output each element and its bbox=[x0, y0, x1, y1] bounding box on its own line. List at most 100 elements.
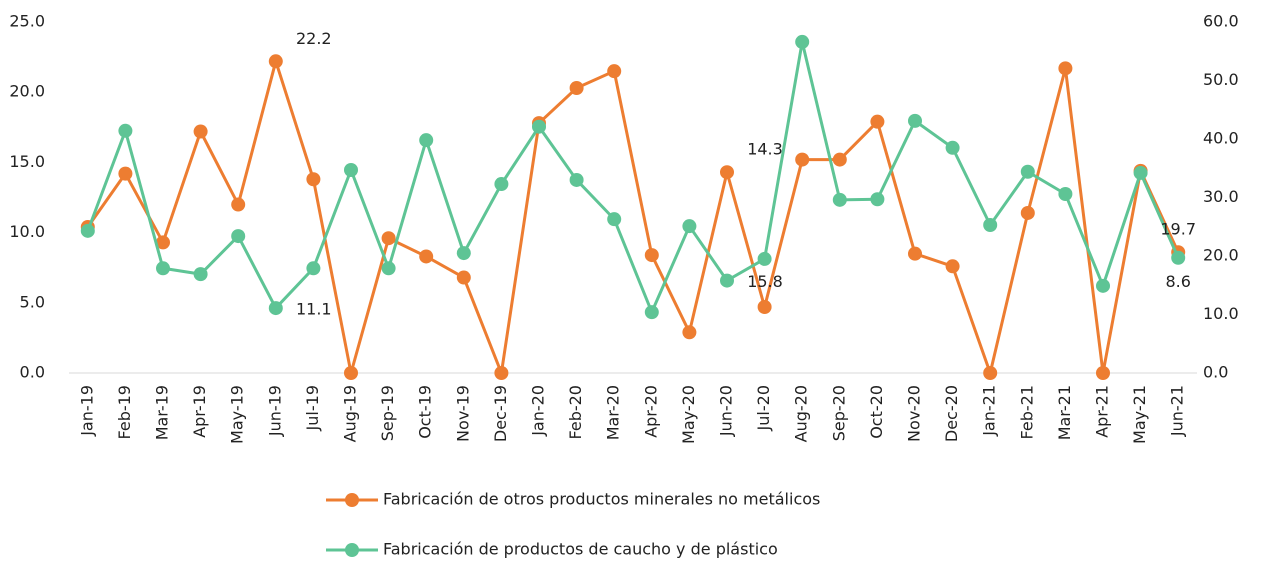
point bbox=[1020, 164, 1035, 179]
x-tick-label: Apr-21 bbox=[1093, 385, 1112, 438]
point bbox=[607, 212, 622, 227]
point bbox=[268, 54, 283, 69]
point bbox=[1058, 61, 1073, 76]
data-label: 14.3 bbox=[747, 140, 783, 159]
x-tick-label: May-19 bbox=[228, 385, 247, 444]
point bbox=[1020, 205, 1035, 220]
x-tick-label: Jun-19 bbox=[265, 385, 284, 437]
point bbox=[118, 123, 133, 138]
point bbox=[983, 217, 998, 232]
point bbox=[306, 261, 321, 276]
point bbox=[344, 366, 358, 380]
point bbox=[720, 273, 734, 288]
point bbox=[193, 124, 208, 139]
x-tick-label: Feb-21 bbox=[1017, 385, 1036, 439]
point bbox=[607, 64, 622, 79]
point bbox=[644, 248, 659, 263]
point bbox=[268, 301, 283, 316]
point bbox=[231, 229, 246, 244]
point bbox=[381, 261, 396, 276]
point bbox=[494, 366, 509, 380]
data-label: 15.8 bbox=[747, 272, 783, 291]
legend-marker bbox=[345, 543, 359, 557]
point bbox=[156, 261, 170, 276]
point bbox=[1058, 186, 1073, 201]
x-tick-label: May-21 bbox=[1130, 385, 1149, 444]
point bbox=[1171, 250, 1186, 265]
x-tick-label: Nov-19 bbox=[453, 385, 472, 442]
point bbox=[870, 114, 885, 129]
y2-tick-label: 0.0 bbox=[1203, 363, 1228, 382]
point bbox=[344, 163, 358, 178]
point bbox=[80, 223, 95, 238]
point bbox=[532, 119, 546, 134]
y2-tick-label: 60.0 bbox=[1203, 12, 1239, 31]
point bbox=[381, 231, 396, 246]
x-tick-label: Dec-19 bbox=[491, 385, 510, 442]
y-tick-label: 0.0 bbox=[20, 363, 45, 382]
point bbox=[832, 152, 847, 167]
x-tick-label: Jan-21 bbox=[980, 385, 999, 437]
x-tick-label: Jun-21 bbox=[1168, 385, 1187, 437]
y-tick-label: 10.0 bbox=[9, 222, 45, 241]
x-tick-label: Mar-19 bbox=[153, 385, 172, 440]
x-tick-label: May-20 bbox=[679, 385, 698, 444]
x-tick-label: Jul-20 bbox=[754, 385, 773, 431]
point bbox=[1133, 165, 1148, 180]
point bbox=[456, 246, 471, 261]
x-tick-label: Apr-19 bbox=[190, 385, 209, 438]
x-tick-label: Dec-20 bbox=[942, 385, 961, 442]
x-tick-label: Jan-20 bbox=[529, 385, 548, 437]
series-line bbox=[86, 55, 1180, 379]
point bbox=[569, 172, 584, 187]
x-tick-label: Sep-20 bbox=[829, 385, 848, 441]
point bbox=[569, 80, 584, 95]
x-tick-label: Oct-20 bbox=[867, 385, 886, 439]
point bbox=[156, 235, 170, 250]
data-label: 11.1 bbox=[296, 300, 332, 319]
point bbox=[795, 34, 810, 49]
point bbox=[983, 366, 998, 380]
point bbox=[908, 113, 922, 128]
x-tick-label: Jun-20 bbox=[717, 385, 736, 437]
y2-tick-label: 10.0 bbox=[1203, 304, 1239, 323]
point bbox=[231, 197, 246, 212]
y-tick-label: 25.0 bbox=[9, 12, 45, 31]
point bbox=[832, 192, 847, 207]
y2-tick-label: 20.0 bbox=[1203, 246, 1239, 265]
x-tick-label: Jul-19 bbox=[303, 385, 322, 431]
x-tick-label: Nov-20 bbox=[905, 385, 924, 442]
series-line bbox=[86, 41, 1180, 317]
y-tick-label: 5.0 bbox=[20, 292, 45, 311]
legend-marker bbox=[345, 493, 359, 507]
point bbox=[644, 305, 659, 320]
x-tick-label: Feb-19 bbox=[115, 385, 134, 439]
data-label: 8.6 bbox=[1165, 272, 1190, 291]
point bbox=[682, 219, 697, 234]
x-tick-label: Sep-19 bbox=[378, 385, 397, 441]
point bbox=[757, 251, 772, 266]
y-tick-label: 15.0 bbox=[9, 152, 45, 171]
point bbox=[456, 270, 471, 285]
legend-label: Fabricación de productos de caucho y de … bbox=[383, 540, 778, 559]
legend-label: Fabricación de otros productos minerales… bbox=[383, 490, 820, 509]
point bbox=[945, 140, 960, 155]
point bbox=[118, 166, 133, 181]
point bbox=[1096, 366, 1110, 380]
x-tick-label: Aug-19 bbox=[341, 385, 360, 442]
point bbox=[193, 267, 208, 282]
y2-tick-label: 40.0 bbox=[1203, 129, 1239, 148]
point bbox=[1096, 278, 1110, 293]
x-tick-label: Jan-19 bbox=[77, 385, 96, 437]
x-tick-label: Oct-19 bbox=[416, 385, 435, 439]
point bbox=[494, 177, 509, 192]
point bbox=[795, 152, 810, 167]
x-tick-label: Mar-20 bbox=[604, 385, 623, 440]
x-tick-label: Apr-20 bbox=[641, 385, 660, 438]
y2-tick-label: 30.0 bbox=[1203, 187, 1239, 206]
point bbox=[419, 249, 434, 264]
point bbox=[908, 246, 922, 261]
x-tick-label: Aug-20 bbox=[792, 385, 811, 442]
point bbox=[720, 165, 734, 180]
